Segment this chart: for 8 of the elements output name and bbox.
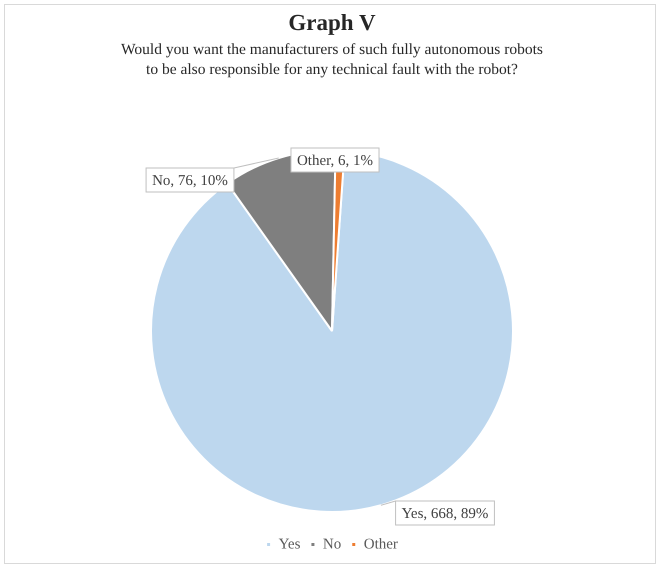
legend-label: No [322, 536, 342, 552]
data-label: Other, 6, 1% [296, 152, 374, 169]
data-label: Yes, 668, 89% [402, 506, 488, 522]
data-label: No, 76, 10% [152, 172, 228, 189]
chart-subtitle: Would you want the manufacturers of such fully autonomous robots to be also responsible for any technical fault with the robot? [120, 40, 544, 80]
legend-label: Other [364, 536, 398, 552]
legend-label: Yes [278, 536, 301, 552]
chart-title: Graph V [287, 10, 377, 36]
